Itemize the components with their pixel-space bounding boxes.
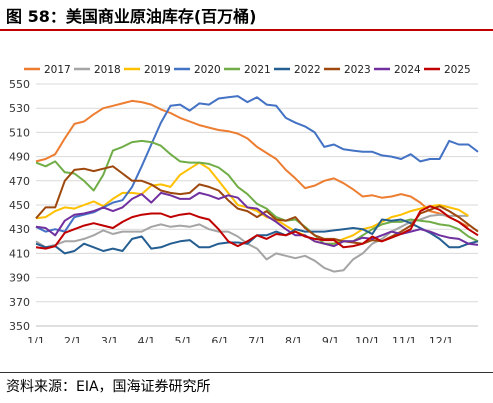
legend: 2017 2018 2019 2020 2021 2022 2023 2024 2025	[24, 64, 471, 76]
x-tick-label: 7/1	[248, 335, 266, 343]
legend-label-2018: 2018	[94, 64, 121, 76]
x-tick-label: 5/1	[174, 335, 192, 343]
y-tick-label: 370	[9, 296, 30, 309]
series-line-2019	[35, 161, 469, 245]
series-line-2020	[35, 95, 479, 233]
y-axis: 350 370 390 410 430 450 470 490 510 530 550	[9, 78, 30, 333]
x-tick-label: 4/1	[138, 335, 156, 343]
x-tick-label: 10/1	[355, 335, 380, 343]
legend-label-2017: 2017	[44, 64, 71, 76]
y-tick-label: 350	[9, 320, 30, 333]
x-tick-label: 11/1	[392, 335, 417, 343]
source-note: 资料来源：EIA，国海证券研究所	[6, 379, 211, 395]
y-tick-label: 390	[9, 272, 30, 285]
source-divider	[0, 372, 493, 373]
x-tick-label: 1/1	[27, 335, 45, 343]
legend-label-2023: 2023	[344, 64, 371, 76]
figure-title: 图 58：美国商业原油库存(百万桶)	[6, 7, 257, 26]
y-tick-label: 510	[9, 126, 30, 139]
legend-label-2024: 2024	[394, 64, 421, 76]
series-lines	[35, 95, 479, 273]
y-tick-label: 450	[9, 199, 30, 212]
x-tick-label: 3/1	[101, 335, 119, 343]
y-tick-label: 530	[9, 102, 30, 115]
x-tick-label: 9/1	[322, 335, 340, 343]
y-tick-label: 410	[9, 247, 30, 260]
legend-label-2020: 2020	[194, 64, 221, 76]
legend-label-2021: 2021	[244, 64, 271, 76]
x-tick-label: 2/1	[64, 335, 82, 343]
line-chart: 350 370 390 410 430 450 470 490 510 530 550 1/1 2/1…	[9, 64, 479, 343]
series-line-2018	[35, 213, 469, 273]
legend-label-2019: 2019	[144, 64, 171, 76]
y-tick-label: 490	[9, 151, 30, 164]
x-tick-label: 8/1	[285, 335, 303, 343]
series-line-2017	[35, 99, 469, 228]
x-tick-label: 6/1	[211, 335, 229, 343]
y-tick-label: 430	[9, 223, 30, 236]
series-line-2023	[35, 165, 479, 245]
series-line-2025	[35, 205, 479, 250]
figure-header: 图 58：美国商业原油库存(百万桶)	[0, 0, 493, 30]
title-divider	[0, 29, 493, 31]
legend-label-2022: 2022	[294, 64, 321, 76]
y-tick-label: 550	[9, 78, 30, 91]
y-tick-label: 470	[9, 175, 30, 188]
legend-label-2025: 2025	[444, 64, 471, 76]
x-tick-label: 12/1	[429, 335, 454, 343]
x-axis: 1/1 2/1 3/1 4/1 5/1 6/1 7/1 8/1 9/1 10/1 11/1 12/1	[27, 325, 478, 343]
